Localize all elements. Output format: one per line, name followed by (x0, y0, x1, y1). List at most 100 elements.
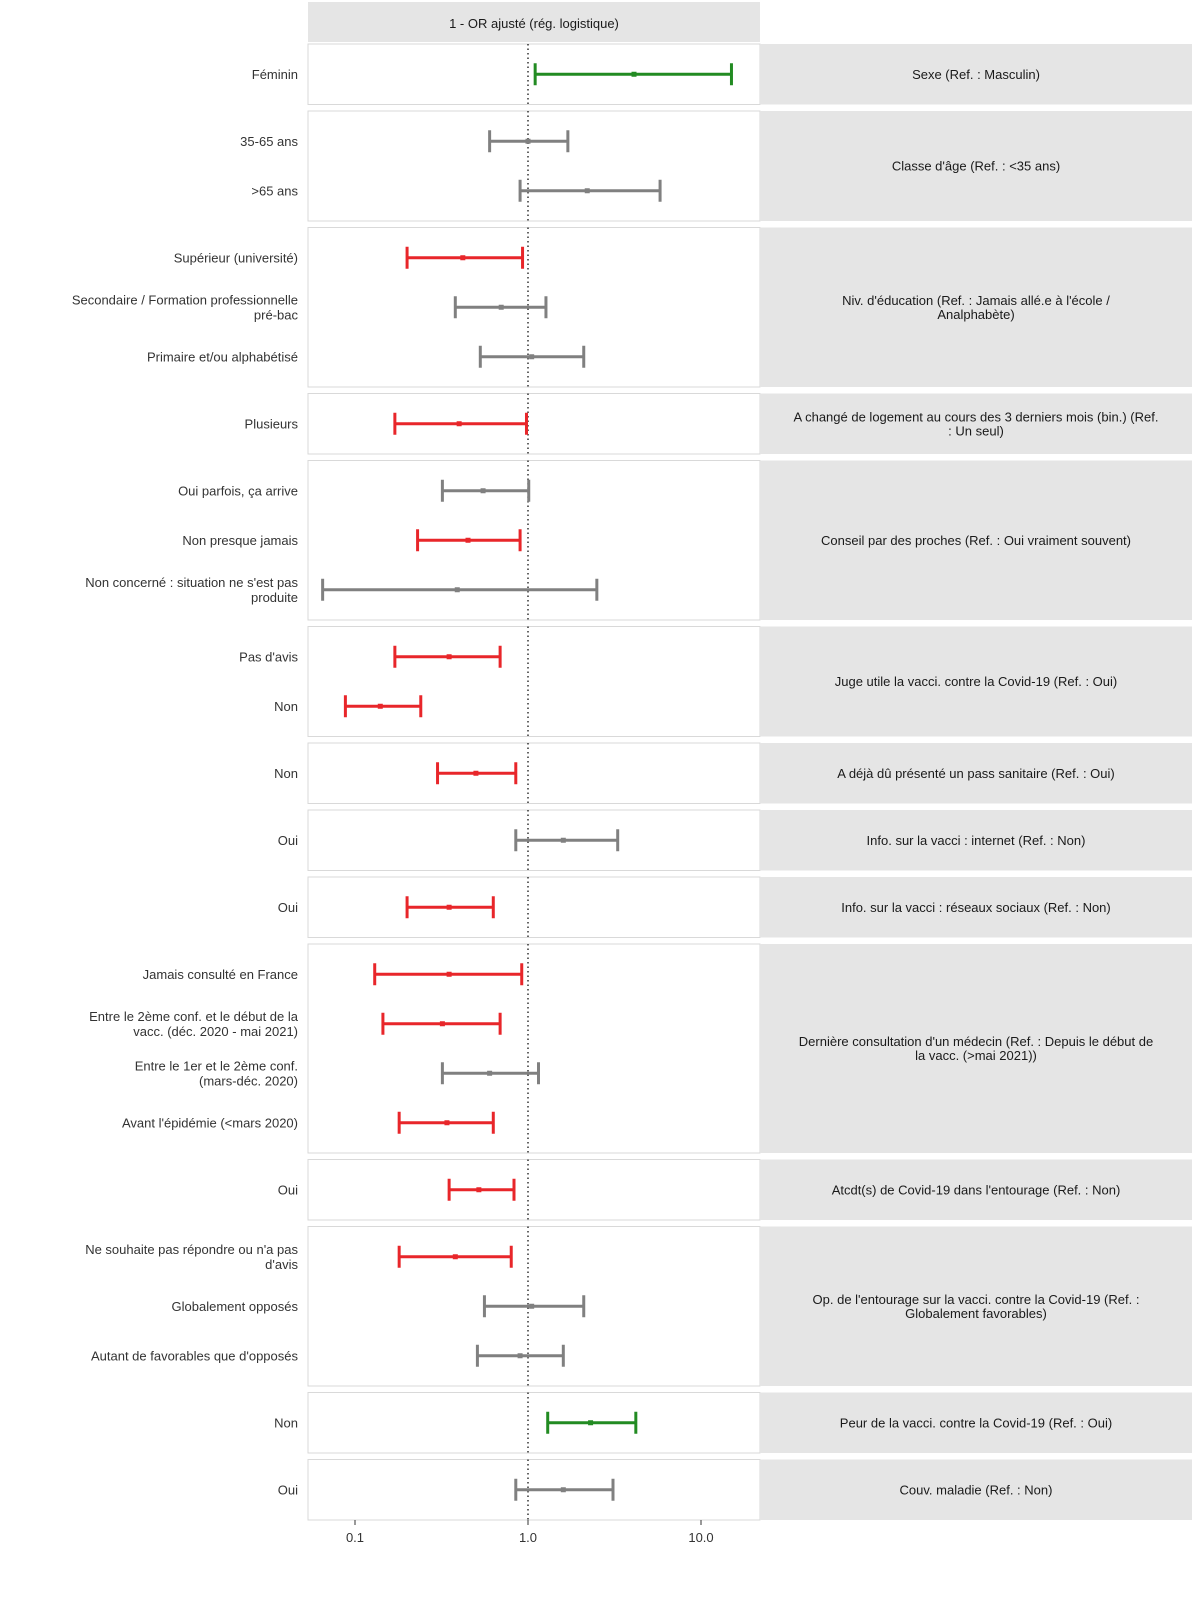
group-strip (760, 944, 1192, 1153)
category-label: Ne souhaite pas répondre ou n'a pas d'avi… (85, 1242, 298, 1272)
point-estimate (446, 654, 452, 660)
estimate-row: Avant l'épidémie (<mars 2020) (122, 1111, 495, 1134)
group-panel: Conseil par des proches (Ref. : Oui vrai… (85, 460, 1192, 621)
category-label: Autant de favorables que d'opposés (91, 1348, 299, 1363)
point-estimate (377, 703, 383, 709)
point-estimate (631, 71, 637, 77)
category-label: Plusieurs (245, 416, 299, 431)
estimate-row: Autant de favorables que d'opposés (91, 1344, 565, 1367)
point-estimate (529, 354, 535, 360)
estimate-row: Plusieurs (245, 412, 528, 435)
point-estimate (454, 587, 460, 593)
group-panel: Juge utile la vacci. contre la Covid-19 … (239, 626, 1192, 737)
group-label: Dernière consultation d'un médecin (Ref.… (799, 1034, 1153, 1063)
category-label: Entre le 2ème conf. et le début de la vac… (89, 1009, 299, 1039)
category-label: Globalement opposés (172, 1299, 299, 1314)
group-strip (760, 810, 1192, 871)
point-estimate (560, 837, 566, 843)
estimate-row: 35-65 ans (240, 130, 570, 153)
panel-frame (307, 460, 761, 621)
facet-header-strip (308, 2, 760, 42)
estimate-row: Oui parfois, ça arrive (178, 479, 531, 502)
panels: Sexe (Ref. : Masculin) Féminin Classe d'âg… (72, 43, 1192, 1521)
category-label: Jamais consulté en France (143, 967, 298, 982)
group-label: A changé de logement au cours des 3 dern… (794, 409, 1159, 438)
group-strip (760, 1226, 1192, 1386)
group-label: Conseil par des proches (Ref. : Oui vrai… (821, 533, 1131, 548)
group-label: Op. de l'entourage sur la vacci. contre … (813, 1292, 1140, 1321)
group-strip (760, 1392, 1192, 1453)
panel-frame (307, 742, 761, 804)
group-strip (760, 1159, 1192, 1220)
group-strip (760, 1459, 1192, 1520)
x-tick-label: 0.1 (346, 1530, 364, 1545)
estimate-row: >65 ans (251, 179, 662, 202)
estimate-row: Non (274, 762, 518, 785)
category-label: 35-65 ans (240, 134, 298, 149)
category-label: Oui (278, 1482, 298, 1497)
estimate-row: Non (274, 695, 423, 718)
estimate-row: Supérieur (université) (174, 246, 525, 269)
group-label: A déjà dû présenté un pass sanitaire (Re… (837, 766, 1115, 781)
point-estimate (446, 904, 452, 910)
category-label: Supérieur (université) (174, 250, 298, 265)
estimate-row: Pas d'avis (239, 645, 502, 668)
estimate-row: Oui (278, 1178, 516, 1201)
point-estimate (498, 304, 504, 310)
group-panel: Sexe (Ref. : Masculin) Féminin (252, 43, 1192, 105)
point-estimate (439, 1021, 445, 1027)
category-label: Oui parfois, ça arrive (178, 483, 298, 498)
group-strip (760, 393, 1192, 454)
group-panel: A déjà dû présenté un pass sanitaire (Re… (274, 742, 1192, 804)
estimate-row: Oui (278, 829, 620, 852)
panel-frame (307, 943, 761, 1154)
estimate-row: Primaire et/ou alphabétisé (147, 345, 586, 368)
group-panel: Atcdt(s) de Covid-19 dans l'entourage (R… (278, 1159, 1192, 1221)
group-strip (760, 44, 1192, 105)
point-estimate (517, 1353, 523, 1359)
group-label: Info. sur la vacci : réseaux sociaux (Re… (841, 900, 1111, 915)
group-strip (760, 227, 1192, 387)
category-label: Oui (278, 1182, 298, 1197)
group-panel: Dernière consultation d'un médecin (Ref.… (89, 943, 1192, 1154)
panel-frame (307, 393, 761, 455)
point-estimate (444, 1120, 450, 1126)
estimate-row: Entre le 1er et le 2ème conf. (mars-déc. … (135, 1058, 541, 1088)
category-label: Oui (278, 900, 298, 915)
point-estimate (529, 1303, 535, 1309)
estimate-row: Secondaire / Formation professionnelle pr… (72, 292, 548, 322)
point-estimate (560, 1487, 566, 1493)
x-tick-label: 1.0 (519, 1530, 537, 1545)
group-label: Atcdt(s) de Covid-19 dans l'entourage (R… (832, 1182, 1121, 1197)
estimate-row: Non (274, 1411, 638, 1434)
x-axis-ticks: 0.1 1.0 10.0 (346, 1520, 714, 1545)
point-estimate (473, 770, 479, 776)
group-panel: Niv. d'éducation (Ref. : Jamais allé.e à… (72, 227, 1192, 388)
group-panel: Peur de la vacci. contre la Covid-19 (Re… (274, 1392, 1192, 1454)
category-label: >65 ans (251, 183, 298, 198)
group-label: Couv. maladie (Ref. : Non) (900, 1482, 1053, 1497)
x-tick-label: 10.0 (688, 1530, 713, 1545)
group-panel: Info. sur la vacci : internet (Ref. : No… (278, 809, 1192, 871)
point-estimate (480, 488, 486, 494)
group-strip (760, 743, 1192, 804)
point-estimate (446, 971, 452, 977)
group-panel: Info. sur la vacci : réseaux sociaux (Re… (278, 876, 1192, 938)
point-estimate (460, 255, 466, 261)
category-label: Avant l'épidémie (<mars 2020) (122, 1115, 298, 1130)
estimate-row: Oui (278, 1478, 615, 1501)
category-label: Non (274, 1415, 298, 1430)
estimate-row: Oui (278, 896, 495, 919)
point-estimate (525, 138, 531, 144)
group-strip (760, 626, 1192, 737)
panel-frame (307, 110, 761, 222)
group-panel: Op. de l'entourage sur la vacci. contre … (85, 1226, 1192, 1387)
category-label: Non (274, 699, 298, 714)
category-label: Non concerné : situation ne s'est pas pro… (85, 575, 298, 605)
point-estimate (465, 537, 471, 543)
estimate-row: Jamais consulté en France (143, 963, 524, 986)
group-panel: Couv. maladie (Ref. : Non) Oui (278, 1459, 1192, 1521)
category-label: Primaire et/ou alphabétisé (147, 349, 298, 364)
panel-frame (307, 876, 761, 938)
group-strip (760, 877, 1192, 938)
